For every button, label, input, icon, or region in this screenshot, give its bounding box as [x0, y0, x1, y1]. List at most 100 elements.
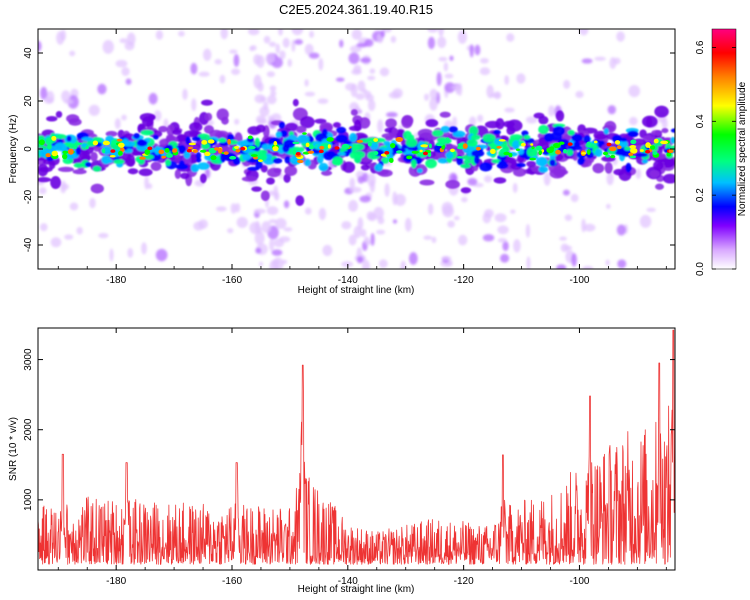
heatmap-speckle [263, 35, 271, 44]
heatmap-speckle [512, 182, 518, 193]
heatmap-speckle [109, 248, 114, 262]
heatmap-speckle [556, 264, 567, 269]
snr-y-axis-label: SNR (10 * v/v) [8, 417, 19, 481]
heatmap-core-blob [247, 166, 260, 171]
heatmap-band-blob [384, 127, 394, 133]
heatmap-speckle [388, 91, 401, 99]
heatmap-speckle [504, 107, 515, 113]
heatmap-core-blob [185, 136, 191, 145]
heatmap-speckle [349, 186, 362, 193]
heatmap-peak-blob [158, 149, 165, 155]
heatmap-band-blob [55, 111, 63, 118]
snr-y-tick-label: 3000 [23, 348, 34, 371]
heatmap-core-blob [471, 149, 485, 158]
heatmap-speckle [127, 247, 134, 258]
heatmap-peak-blob [586, 149, 591, 155]
heatmap-band-blob [105, 130, 118, 137]
heatmap-speckle [270, 90, 277, 97]
heatmap-band-blob [266, 177, 275, 185]
heatmap-peak-blob [85, 145, 89, 150]
heatmap-peak-blob [188, 142, 196, 146]
heatmap-speckle [497, 238, 508, 243]
heatmap-max-blob [606, 142, 612, 147]
heatmap-peak-blob [247, 135, 253, 140]
heatmap-speckle [370, 232, 375, 246]
heatmap-core-blob [670, 128, 675, 133]
heatmap-speckle [269, 260, 279, 269]
heatmap-peak-blob [531, 146, 535, 150]
heatmap-peak-blob [535, 145, 543, 151]
heatmap-speckle [364, 38, 374, 47]
heatmap-speckle [510, 209, 516, 214]
heatmap-speckle [378, 259, 388, 269]
heatmap-max-blob [567, 142, 573, 146]
heatmap-band-blob [296, 125, 307, 134]
heatmap-speckle [229, 49, 238, 54]
heatmap-peak-blob [616, 145, 622, 150]
heatmap-speckle [548, 105, 555, 117]
heatmap-peak-blob [614, 140, 621, 145]
heatmap-max-blob [334, 146, 340, 150]
colorbar: 0.0 0.2 0.4 0.6 Normalized spectral amplitu… [695, 28, 748, 276]
heatmap-core-blob [283, 139, 296, 149]
heatmap-core-blob [272, 157, 283, 164]
heatmap-core-blob [64, 153, 76, 160]
heatmap-max-blob [192, 149, 198, 153]
snr-y-tick-label: 1000 [23, 488, 34, 511]
heatmap-speckle [234, 118, 240, 125]
heatmap-speckle [282, 37, 290, 48]
heatmap-core-blob [552, 125, 566, 136]
heatmap-band-blob [38, 177, 52, 183]
heatmap-speckle [427, 203, 434, 215]
heatmap-speckle [61, 183, 70, 190]
heatmap-core-blob [152, 134, 159, 140]
heatmap-band-blob [38, 163, 49, 177]
heatmap-speckle [436, 71, 442, 86]
heatmap-core-blob [460, 163, 471, 169]
heatmap-peak-blob [204, 151, 211, 157]
heatmap-peak-blob [341, 143, 350, 149]
heatmap-band-blob [651, 129, 663, 136]
heatmap-core-blob [466, 139, 478, 147]
heatmap-band-blob [158, 125, 168, 133]
heatmap-speckle [318, 207, 327, 221]
heatmap-speckle [386, 111, 398, 118]
heatmap-speckle [141, 242, 147, 255]
heatmap-core-blob [279, 130, 288, 138]
heatmap-peak-blob [75, 142, 83, 145]
heatmap-core-blob [383, 140, 391, 146]
heatmap-speckle [308, 52, 320, 59]
heatmap-core-blob [178, 144, 187, 154]
heatmap-band-blob [57, 166, 74, 172]
heatmap-speckle [424, 93, 429, 101]
heatmap-peak-blob [250, 154, 258, 157]
heatmap-peak-blob [45, 153, 51, 158]
heatmap-speckle [423, 235, 433, 240]
heatmap-core-blob [403, 130, 412, 140]
heatmap-speckle [40, 86, 48, 100]
heatmap-speckle [121, 114, 127, 121]
heatmap-band-blob [385, 118, 397, 129]
heatmap-band-blob [604, 162, 613, 174]
heatmap-core-blob [470, 134, 481, 141]
heatmap-peak-blob [305, 142, 310, 148]
figure-title: C2E5.2024.361.19.40.R15 [279, 2, 433, 17]
heatmap-peak-blob [373, 138, 378, 142]
heatmap-band-blob [642, 115, 658, 128]
heatmap-speckle [155, 30, 164, 40]
heatmap-core-blob [190, 163, 200, 173]
heatmap-core-blob [405, 138, 418, 148]
heatmap-band-blob [662, 173, 675, 184]
heatmap-band-blob [493, 177, 507, 184]
heatmap-speckle [261, 220, 272, 234]
heatmap-speckle [114, 118, 121, 130]
spectrogram-x-tick-label: -120 [454, 275, 474, 286]
heatmap-speckle [400, 260, 407, 269]
heatmap-speckle [253, 54, 262, 66]
heatmap-peak-blob [46, 143, 52, 150]
heatmap-speckle [635, 168, 642, 180]
heatmap-peak-blob [207, 139, 215, 144]
heatmap-speckle [484, 208, 494, 218]
heatmap-speckle [357, 80, 366, 92]
heatmap-speckle [318, 57, 324, 71]
